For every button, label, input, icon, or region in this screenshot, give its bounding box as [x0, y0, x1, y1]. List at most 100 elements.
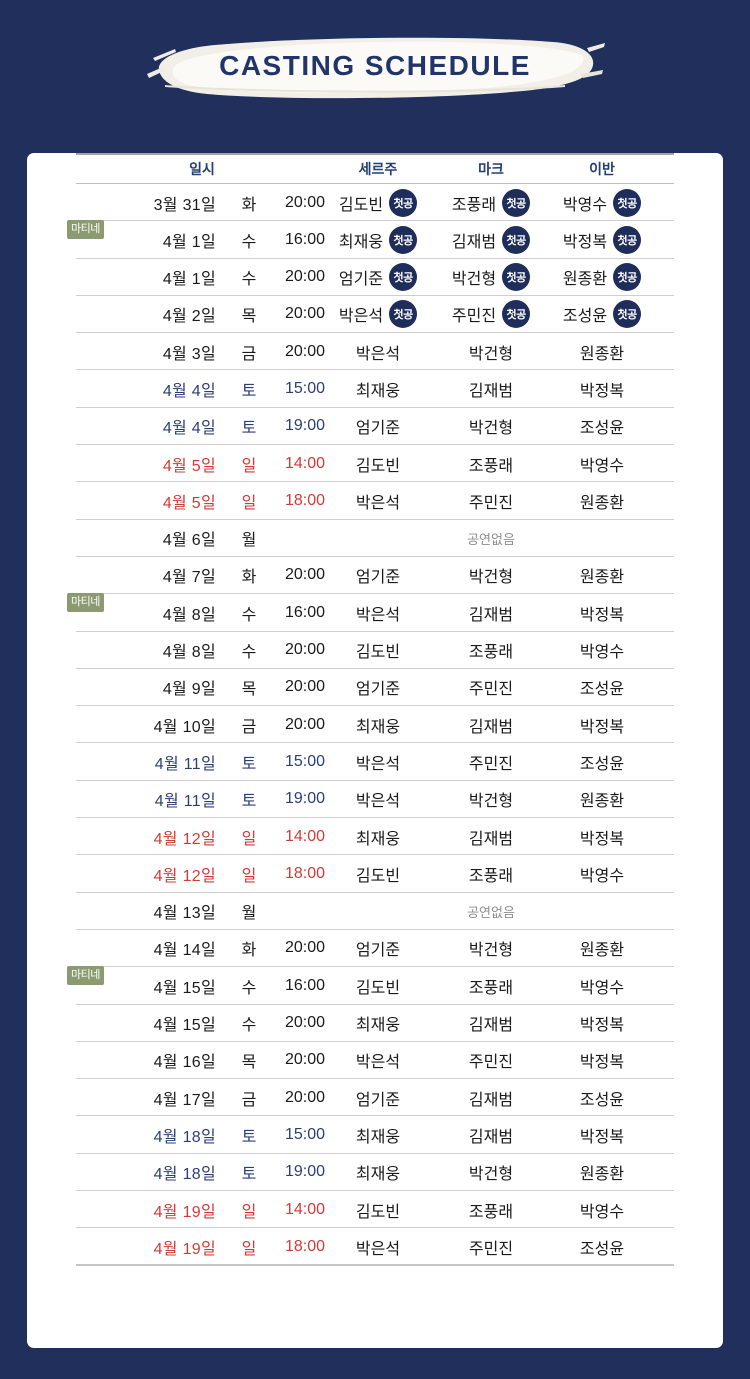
table-row: 마티네 4월 2일 목 20:00 박은석 첫공 주민진 첫공 조성윤 첫공 — [76, 296, 674, 334]
first-show-badge: 첫공 — [613, 300, 642, 329]
actor-name: 엄기준 — [355, 681, 401, 699]
cell-serge: 최재웅 첫공 — [328, 818, 428, 855]
cell-marc: 조풍래 첫공 — [428, 184, 554, 221]
cell-marc: 주민진 첫공 — [428, 669, 554, 706]
actor-name: 김도빈 — [355, 1203, 401, 1221]
cell-date: 4월 4일 — [162, 382, 216, 400]
table-row: 마티네 4월 8일 수 16:00 박은석 첫공 김재범 첫공 박정복 첫공 — [67, 593, 674, 632]
actor-name: 김재범 — [468, 1128, 514, 1146]
title-banner: CASTING SCHEDULE — [145, 30, 605, 104]
actor-name: 김재범 — [468, 1091, 514, 1109]
actor-name: 박영수 — [579, 457, 625, 475]
cell-ivan: 박영수 첫공 — [554, 445, 650, 482]
actor-name: 박정복 — [579, 1017, 625, 1035]
brush-stroke-graphic — [147, 37, 605, 99]
cell-marc: 주민진 첫공 — [428, 482, 554, 519]
actor-name: 박영수 — [579, 979, 625, 997]
cell-marc: 공연없음 첫공 — [428, 520, 554, 557]
cell-serge: 첫공 — [328, 520, 428, 557]
cell-day: 금 — [241, 718, 257, 736]
cell-date: 4월 19일 — [153, 1203, 216, 1221]
cell-marc: 조풍래 첫공 — [428, 445, 554, 482]
first-show-badge: 첫공 — [389, 188, 418, 217]
table-row: 마티네 4월 16일 목 20:00 박은석 첫공 주민진 첫공 박정복 첫공 — [76, 1042, 674, 1080]
cell-ivan: 조성윤 첫공 — [554, 408, 650, 445]
cell-serge: 엄기준 첫공 — [328, 408, 428, 445]
cell-date: 4월 11일 — [154, 755, 216, 773]
cell-marc: 주민진 첫공 — [428, 1042, 554, 1079]
cell-serge: 김도빈 첫공 — [328, 855, 428, 892]
schedule-card: 일시 세르주 마크 이반 마티네 3월 31일 화 20:00 김도빈 첫공 조… — [27, 153, 723, 1348]
actor-name: 조풍래 — [468, 979, 514, 997]
cell-day: 토 — [241, 420, 257, 438]
cell-time: 20:00 — [284, 566, 326, 584]
cell-marc: 김재범 첫공 — [428, 370, 554, 407]
header-ivan: 이반 — [589, 161, 615, 177]
actor-name: 박정복 — [579, 830, 625, 848]
matinee-badge: 마티네 — [67, 220, 104, 240]
cell-ivan: 박영수 첫공 — [554, 632, 650, 669]
cell-ivan: 박정복 첫공 — [554, 221, 650, 258]
table-row: 마티네 4월 12일 일 14:00 최재웅 첫공 김재범 첫공 박정복 첫공 — [76, 818, 674, 856]
cell-marc: 공연없음 첫공 — [428, 893, 554, 930]
table-row: 마티네 4월 4일 토 15:00 최재웅 첫공 김재범 첫공 박정복 첫공 — [76, 370, 674, 408]
actor-name: 박은석 — [355, 606, 401, 624]
actor-name: 김재범 — [451, 233, 497, 251]
cell-time: 14:00 — [284, 454, 326, 472]
cell-time: 20:00 — [284, 305, 326, 323]
cell-ivan: 원종환 첫공 — [554, 1154, 650, 1191]
cell-marc: 김재범 첫공 — [428, 1005, 554, 1042]
table-row: 마티네 4월 9일 목 20:00 엄기준 첫공 주민진 첫공 조성윤 첫공 — [76, 669, 674, 707]
cell-marc: 박건형 첫공 — [428, 259, 554, 296]
first-show-badge: 첫공 — [389, 225, 418, 254]
cell-time: 20:00 — [284, 193, 326, 211]
actor-name: 박정복 — [579, 1128, 625, 1146]
actor-name: 박은석 — [355, 345, 401, 363]
table-row: 마티네 4월 12일 일 18:00 김도빈 첫공 조풍래 첫공 박영수 첫공 — [76, 855, 674, 893]
cell-date: 4월 15일 — [153, 1017, 216, 1035]
cell-date: 4월 13일 — [153, 905, 216, 923]
cell-ivan: 첫공 — [554, 520, 650, 557]
first-show-badge: 첫공 — [613, 188, 642, 217]
cell-ivan: 조성윤 첫공 — [554, 1228, 650, 1265]
actor-name: 원종환 — [579, 569, 625, 587]
cell-date: 4월 3일 — [162, 345, 216, 363]
actor-name: 박영수 — [579, 1203, 625, 1221]
actor-name: 원종환 — [562, 271, 608, 289]
actor-name: 박건형 — [468, 569, 514, 587]
cell-time: 20:00 — [284, 678, 326, 696]
cell-time: 15:00 — [284, 379, 326, 397]
cell-serge: 최재웅 첫공 — [328, 370, 428, 407]
cell-time: 19:00 — [284, 1163, 326, 1181]
actor-name: 엄기준 — [355, 1091, 401, 1109]
cell-day: 화 — [241, 196, 257, 214]
cell-day: 목 — [241, 1054, 257, 1072]
cell-day: 일 — [241, 867, 257, 885]
actor-name: 조풍래 — [468, 867, 514, 885]
actor-name: 박건형 — [468, 420, 514, 438]
cell-ivan: 박영수 첫공 — [554, 1191, 650, 1228]
cell-time: 20:00 — [284, 1014, 326, 1032]
cell-date: 4월 10일 — [153, 718, 216, 736]
cell-ivan: 원종환 첫공 — [554, 930, 650, 967]
actor-name: 주민진 — [468, 755, 514, 773]
cell-ivan: 원종환 첫공 — [554, 557, 650, 594]
cell-date: 4월 18일 — [153, 1166, 216, 1184]
cell-time: 19:00 — [284, 790, 326, 808]
cell-date: 4월 4일 — [162, 420, 216, 438]
table-row: 마티네 4월 4일 토 19:00 엄기준 첫공 박건형 첫공 조성윤 첫공 — [76, 408, 674, 446]
header-serge: 세르주 — [358, 161, 398, 177]
cell-day: 토 — [241, 382, 257, 400]
first-show-badge: 첫공 — [389, 263, 418, 292]
cell-serge: 박은석 첫공 — [328, 594, 428, 631]
actor-name: 원종환 — [579, 1166, 625, 1184]
cell-serge: 박은석 첫공 — [328, 482, 428, 519]
actor-name: 박은석 — [355, 1240, 401, 1258]
cell-date: 4월 6일 — [162, 532, 216, 550]
actor-name: 엄기준 — [355, 420, 401, 438]
cell-serge: 엄기준 첫공 — [328, 1079, 428, 1116]
page-title: CASTING SCHEDULE — [219, 50, 531, 81]
actor-name: 박건형 — [468, 942, 514, 960]
actor-name: 김도빈 — [338, 196, 384, 214]
actor-name: 최재웅 — [355, 830, 401, 848]
